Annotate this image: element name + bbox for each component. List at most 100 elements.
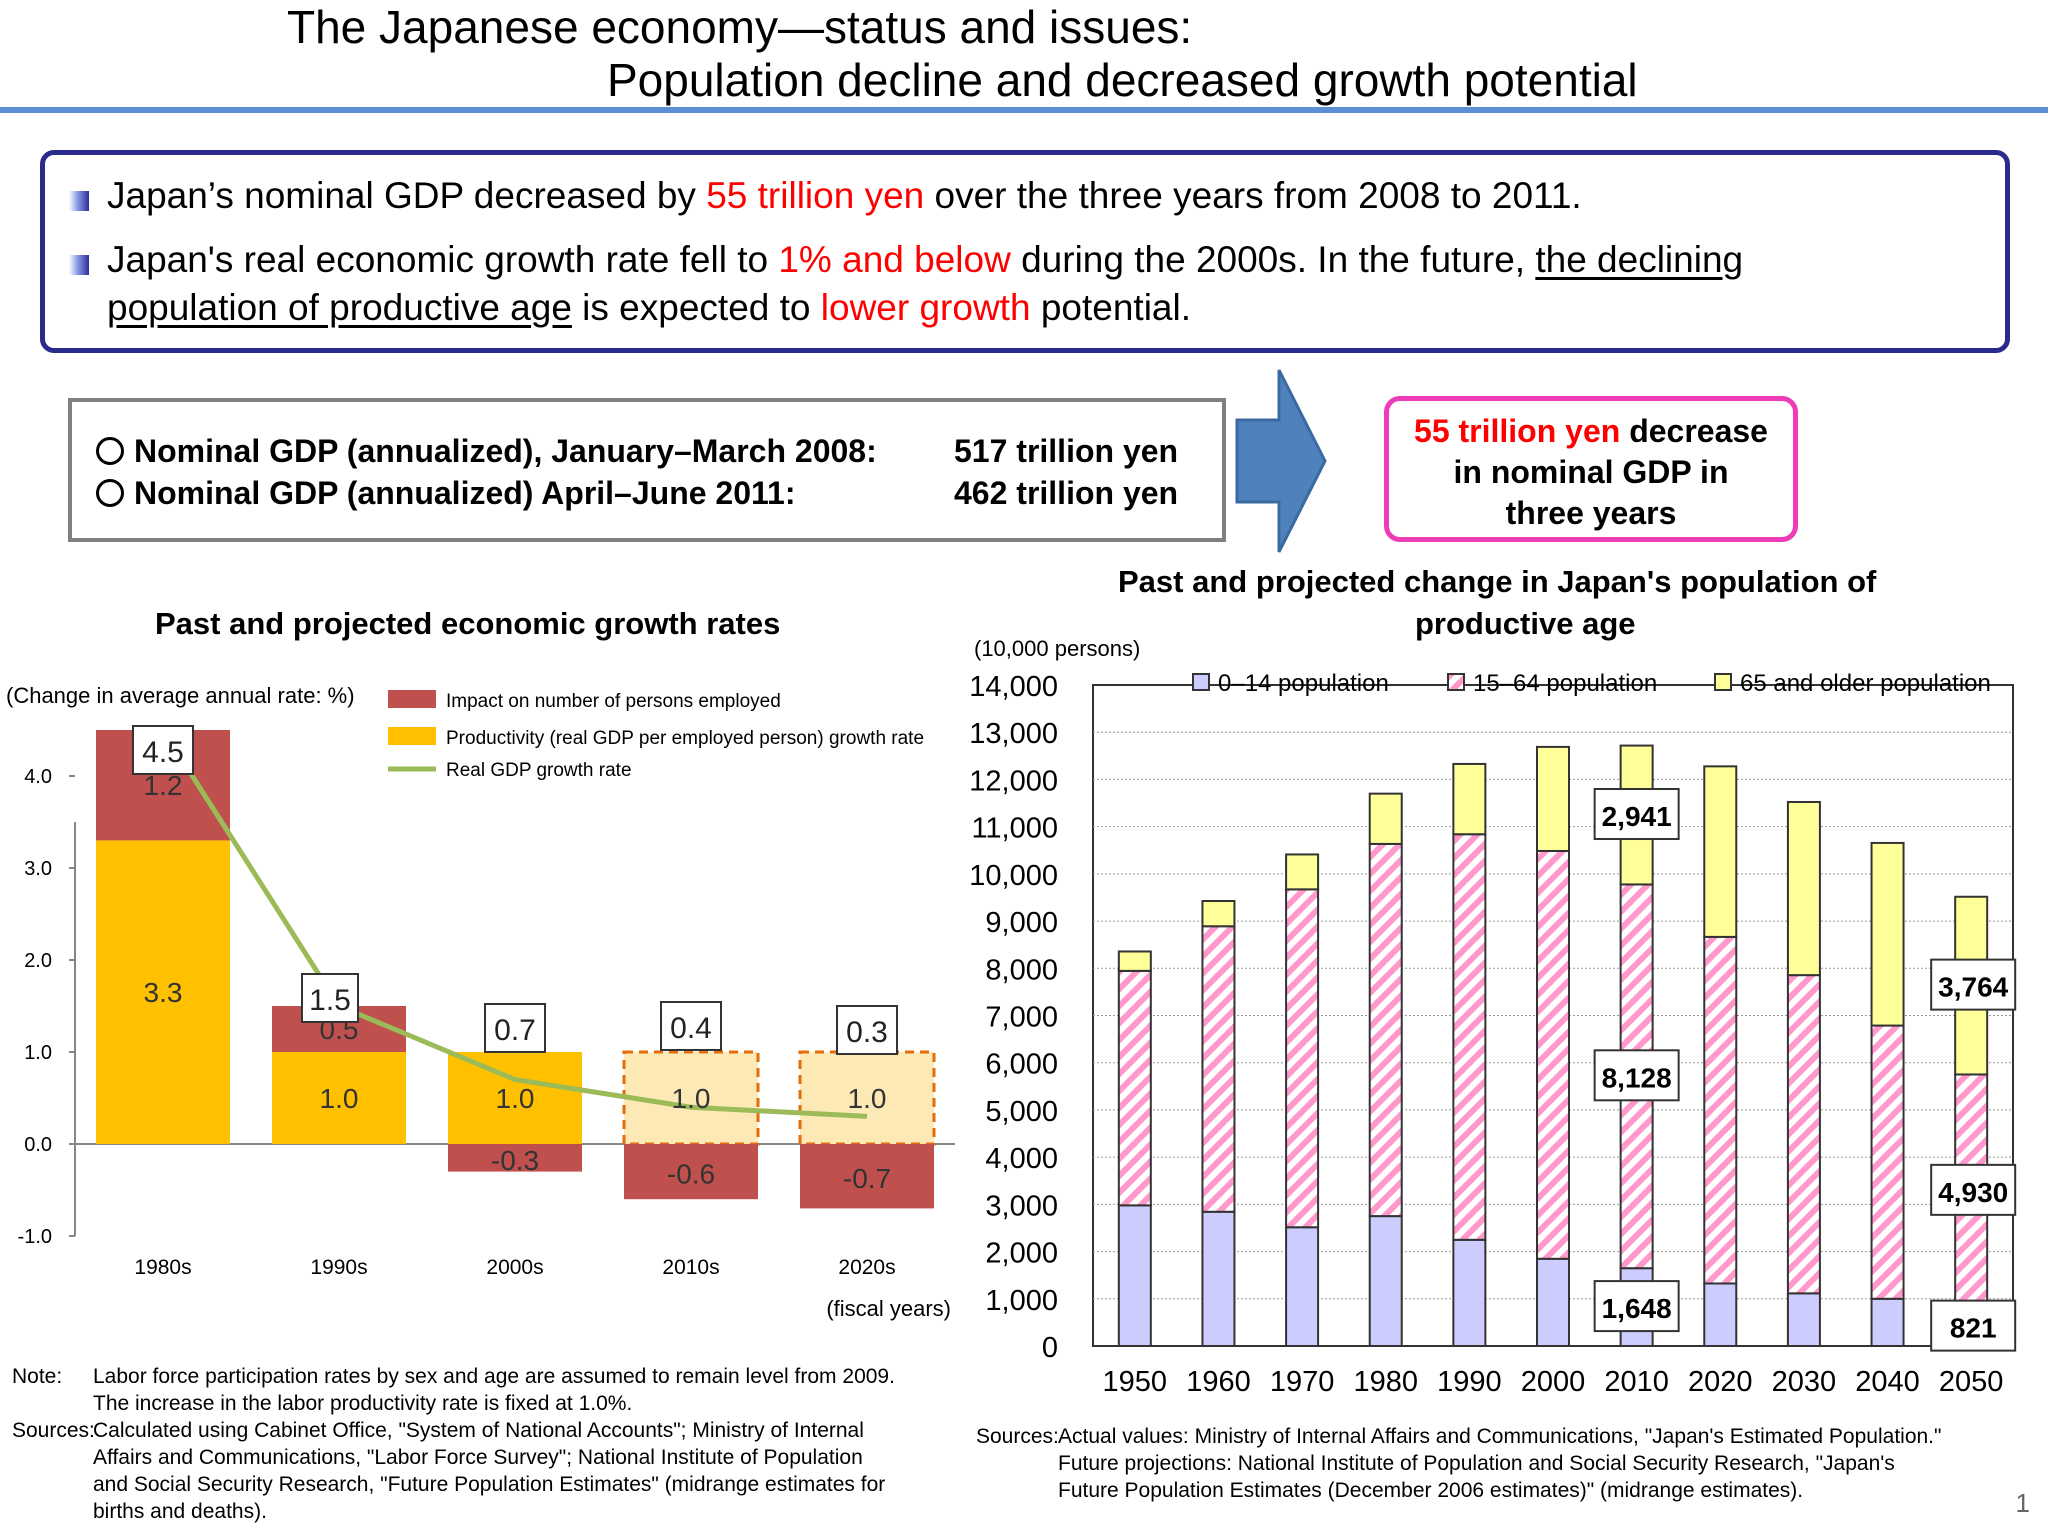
bar-0-14 [1285,1226,1320,1347]
summary-bullet-2-line1: Japan's real economic growth rate fell t… [107,239,1743,281]
bullet2-text-post: potential. [1030,287,1191,328]
x-tick-label: 1990s [310,1256,367,1279]
y-tick-label: 3,000 [985,1190,1058,1222]
productivity-value-label: 3.3 [144,977,183,1008]
bullet2-text-pre: Japan's real economic growth rate fell t… [107,239,779,280]
bar-15-64 [1452,833,1487,1241]
bullet-square-icon [69,255,89,275]
y-tick-label: 13,000 [969,718,1058,750]
x-tick-label: 1990 [1437,1366,1502,1398]
y-tick-label: 14,000 [969,671,1058,703]
population-chart: 0 1,000 2,000 3,000 4,000 5,000 6,000 7,000 8,00… [969,636,2017,1398]
y-tick-label: 7,000 [985,1002,1058,1034]
employment-value-label: -0.3 [491,1145,539,1176]
employment-bar [448,1144,582,1172]
bullet1-text-pre: Japan’s nominal GDP decreased by [107,175,707,216]
bar-0-14 [1368,1215,1403,1348]
bar-15-64 [1703,935,1738,1285]
x-tick-label: 2020s [838,1256,895,1279]
bar-15-64 [1786,974,1821,1295]
bullet2-text-mid2: is expected to [571,287,821,328]
bar-65-plus [1201,900,1236,928]
legend-label-65-plus: 65 and older population [1740,670,1991,697]
sources-right-line-1: Actual values: Ministry of Internal Affa… [1058,1425,1942,1448]
page-number: 1 [2015,1488,2030,1518]
productivity-value-label: 1.0 [848,1083,887,1114]
x-tick-label: 1950 [1103,1366,1168,1398]
legend-label-0-14: 0–14 population [1218,670,1389,697]
population-callout-box [1930,1299,2017,1352]
employment-value-label: -0.7 [843,1163,891,1194]
y-tick-label: 10,000 [969,860,1058,892]
bullet1-text-post: over the three years from 2008 to 2011. [924,175,1582,216]
population-callout-box [1930,1163,2017,1216]
bullet2-underline-1: the declining [1535,239,1744,280]
note-label: Note: [12,1365,63,1388]
summary-bullet-1: Japan’s nominal GDP decreased by 55 tril… [107,175,1582,217]
bar-65-plus [1703,765,1738,938]
real-gdp-value-label: 4.5 [142,736,184,769]
legend-swatch-0-14 [1192,673,1210,691]
legend-swatch-15-64 [1447,673,1465,691]
x-tick-label: 1980 [1353,1366,1418,1398]
x-tick-label: 2030 [1772,1366,1837,1398]
sources-left-line-1: Calculated using Cabinet Office, "System… [93,1419,864,1442]
bullet2-highlight-2: lower growth [820,287,1031,328]
employment-value-label: 1.2 [144,770,183,801]
circle-bullet-icon [96,479,124,507]
y-tick-label: 9,000 [985,907,1058,939]
population-callout-box [1593,788,1680,841]
title-rule [0,107,2048,113]
bar-0-14 [1870,1297,1905,1347]
bullet-square-icon [69,191,89,211]
legend-swatch-employment [388,690,436,708]
bar-65-plus [1452,762,1487,836]
real-gdp-value-label: 0.3 [846,1016,888,1049]
real-gdp-value-box [484,1003,546,1053]
bar-65-plus [1536,745,1570,852]
bar-0-14 [1452,1238,1487,1347]
bullet2-highlight-1: 1% and below [778,239,1011,280]
y-tick-label: 6,000 [985,1049,1058,1081]
bar-65-plus [1285,853,1320,891]
bullet1-highlight: 55 trillion yen [706,175,925,216]
population-callout-label: 8,128 [1602,1062,1672,1093]
sources-right-line-2: Future projections: National Institute o… [1058,1452,1895,1475]
y-tick-label: 4.0 [24,766,52,788]
population-callout-label: 821 [1950,1313,1997,1344]
x-tick-label: 2010s [662,1256,719,1279]
legend-swatch-65-plus [1714,673,1732,691]
productivity-value-label: 1.0 [672,1083,711,1114]
productivity-value-label: 1.0 [496,1083,535,1114]
sources-left-line-4: births and deaths). [93,1500,267,1523]
summary-bullet-2-line2: population of productive age is expected… [107,287,1191,329]
bullet2-text-mid: during the 2000s. In the future, [1010,239,1536,280]
real-gdp-value-label: 1.5 [309,984,351,1017]
real-gdp-value-box [660,1001,722,1051]
x-tick-label: 1960 [1186,1366,1251,1398]
page-title-line1: The Japanese economy—status and issues: [287,1,1193,53]
y-tick-label: 1,000 [985,1285,1058,1317]
population-callout-box [1593,1280,1680,1333]
sources-label-left: Sources: [12,1419,95,1442]
legend-label-employment: Impact on number of persons employed [446,691,781,712]
legend-label-productivity: Productivity (real GDP per employed pers… [446,728,924,749]
productivity-bar [272,1052,406,1144]
sources-right-line-3: Future Population Estimates (December 20… [1058,1479,1804,1502]
sources-label-right: Sources: [976,1425,1059,1448]
employment-bar [624,1144,758,1200]
x-tick-label: 2050 [1939,1366,2004,1398]
real-gdp-value-label: 0.4 [670,1012,712,1045]
x-tick-label: 1970 [1270,1366,1335,1398]
bullet2-underline-2: population of productive age [107,287,572,328]
y-tick-label: 3.0 [24,858,52,880]
note-line-1: Labor force participation rates by sex a… [93,1365,895,1388]
x-tick-label: 2010 [1604,1366,1669,1398]
population-callout-label: 1,648 [1602,1293,1672,1324]
x-tick-label: 1980s [134,1256,191,1279]
y-tick-label: 8,000 [985,954,1058,986]
nominal-gdp-box: Nominal GDP (annualized), January–March … [68,398,1226,542]
bar-15-64 [1368,842,1403,1218]
growth-rate-chart: -1.0 0.0 1.0 2.0 3.0 4.0 (Change in average an… [6,683,955,1321]
bar-15-64 [1201,925,1236,1213]
